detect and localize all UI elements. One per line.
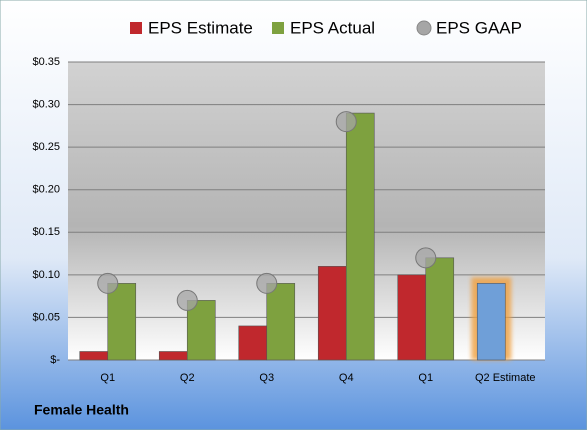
bar — [79, 351, 109, 361]
legend-marker — [416, 20, 432, 36]
bar — [266, 283, 296, 361]
legend-text: EPS Actual — [290, 18, 375, 37]
bar — [476, 283, 506, 361]
y-tick-label: $- — [50, 354, 60, 366]
x-tick-label: Q2 Estimate — [475, 372, 536, 384]
plot-area — [68, 62, 545, 360]
legend-marker — [130, 22, 142, 34]
y-tick-label: $0.20 — [32, 184, 60, 196]
y-tick-label: $0.35 — [32, 56, 60, 68]
y-tick-label: $0.30 — [32, 98, 60, 110]
legend-text: EPS Estimate — [148, 18, 253, 37]
bar — [186, 300, 216, 361]
legend-text: EPS GAAP — [436, 18, 522, 37]
gaap-marker — [335, 111, 357, 133]
gaap-marker — [415, 247, 437, 269]
x-tick-label: Q1 — [418, 372, 433, 384]
y-tick-label: $0.10 — [32, 269, 60, 281]
x-tick-label: Q1 — [100, 372, 115, 384]
bar — [107, 283, 137, 361]
bar — [425, 257, 455, 361]
legend-marker — [272, 22, 284, 34]
x-tick-label: Q4 — [339, 372, 354, 384]
caption: Female Health — [34, 402, 129, 418]
gaap-marker — [97, 272, 119, 294]
y-tick-label: $0.25 — [32, 141, 60, 153]
x-tick-label: Q2 — [180, 372, 195, 384]
bar — [238, 325, 268, 361]
bar — [397, 274, 427, 361]
bar — [317, 266, 347, 361]
gaap-marker — [256, 272, 278, 294]
gaap-marker — [176, 289, 198, 311]
x-tick-label: Q3 — [259, 372, 274, 384]
bar — [158, 351, 188, 361]
y-tick-label: $0.05 — [32, 311, 60, 323]
y-tick-label: $0.15 — [32, 226, 60, 238]
bar — [345, 112, 375, 361]
